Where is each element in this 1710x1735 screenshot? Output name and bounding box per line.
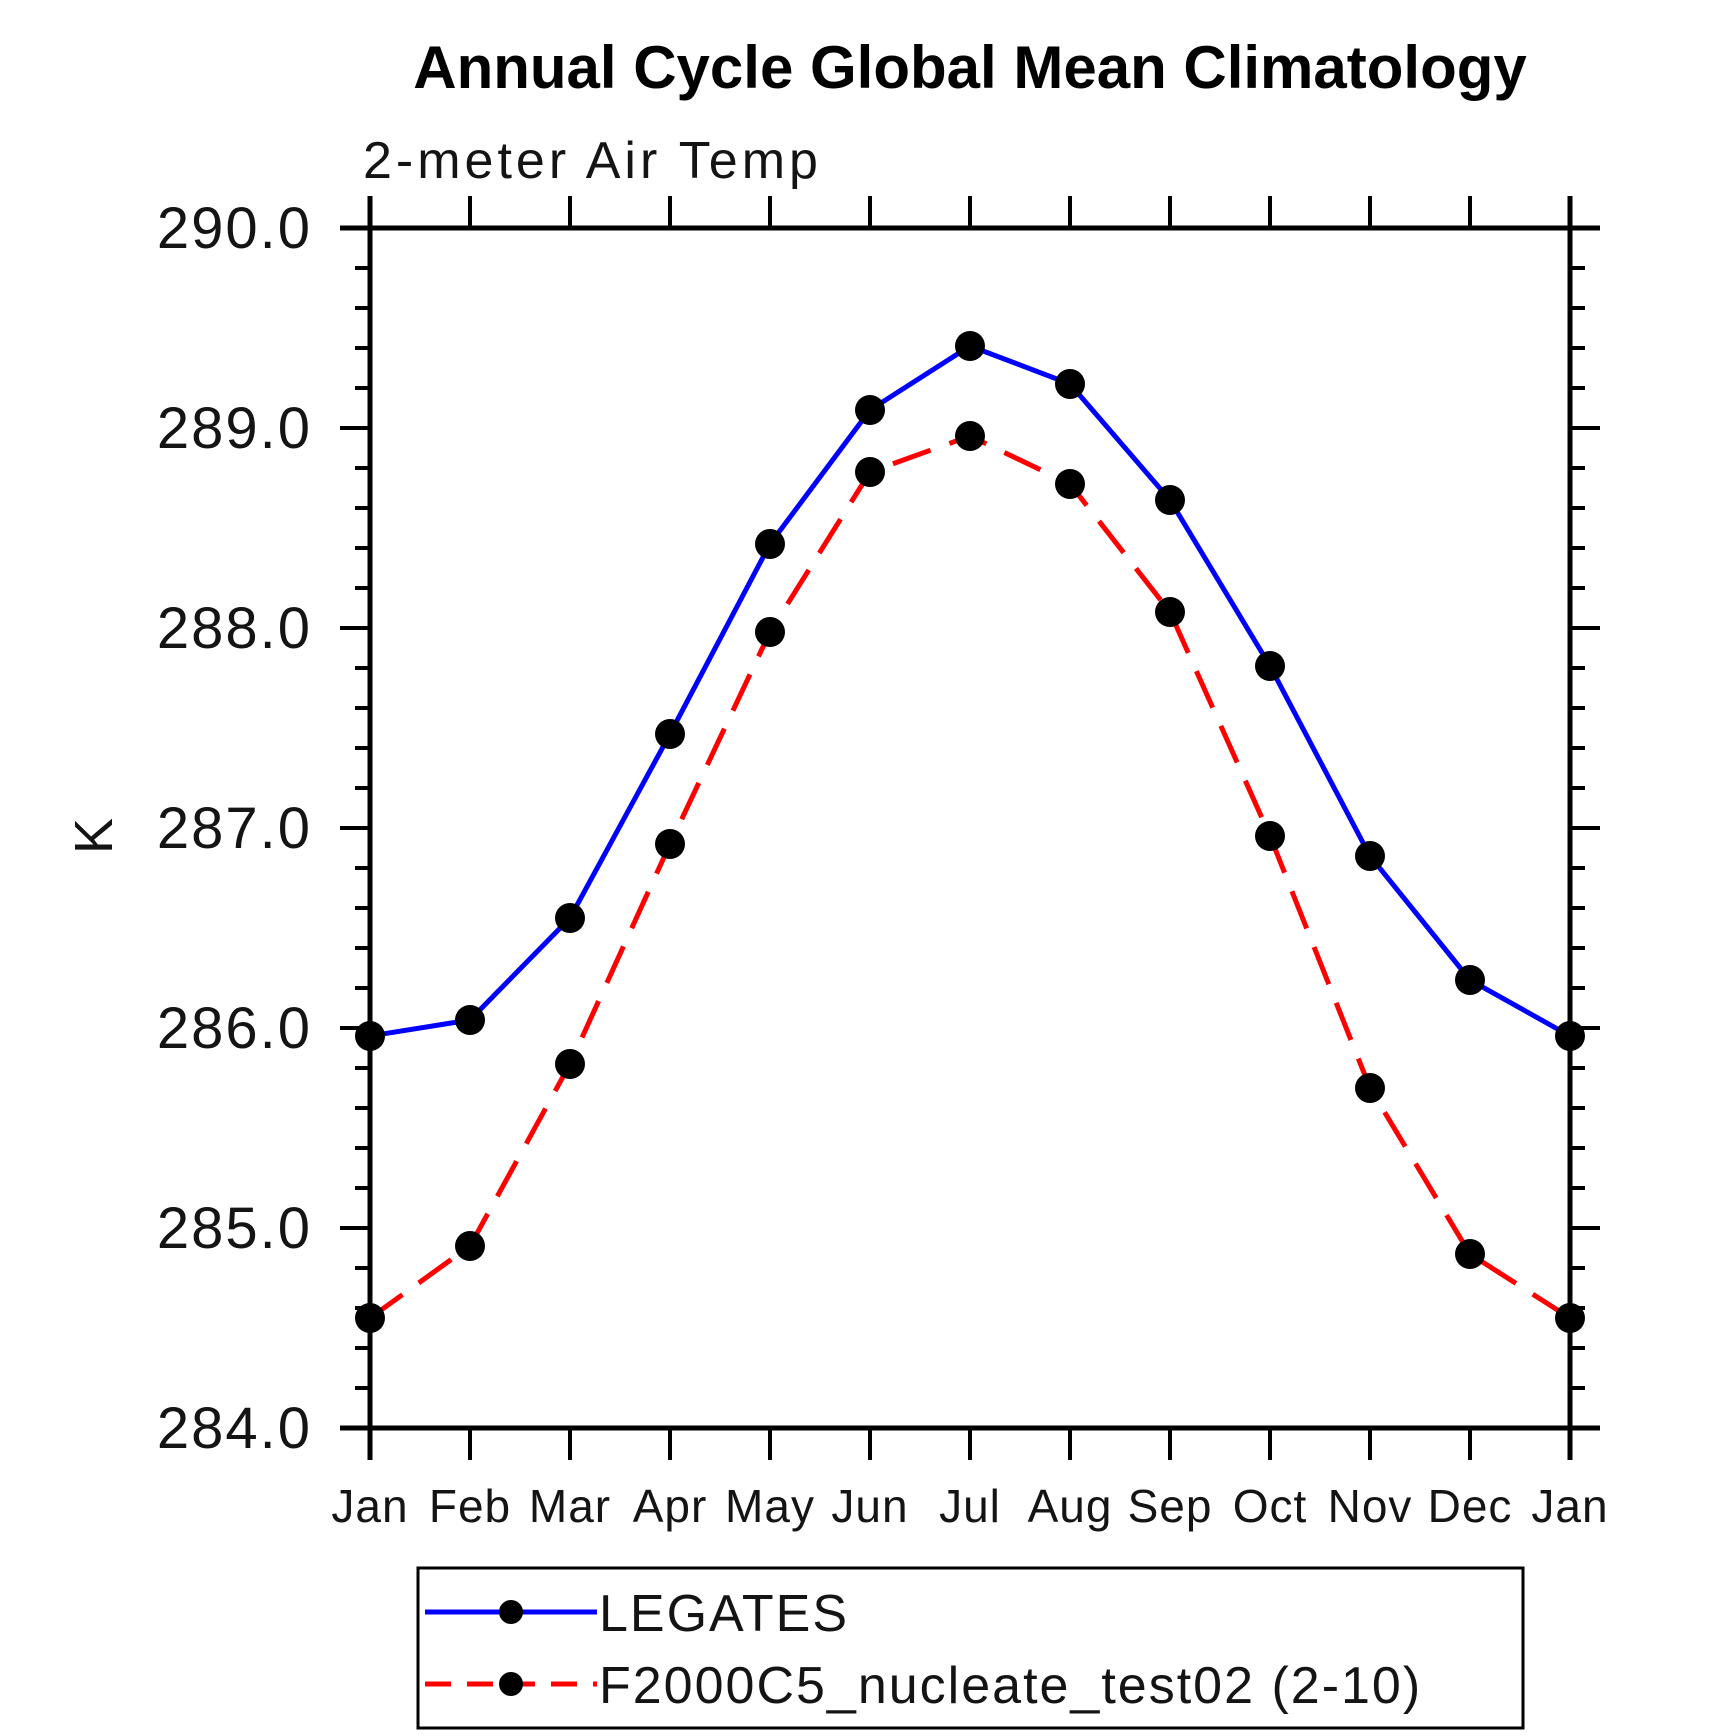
x-tick-label: Aug bbox=[1028, 1480, 1113, 1532]
x-tick-label: Jan bbox=[1531, 1480, 1608, 1532]
data-point-marker bbox=[855, 457, 885, 487]
data-point-marker bbox=[855, 395, 885, 425]
x-tick-label: Feb bbox=[429, 1480, 511, 1532]
legend-label-f2000c5: F2000C5_nucleate_test02 (2-10) bbox=[599, 1657, 1422, 1715]
data-point-marker bbox=[1055, 469, 1085, 499]
x-tick-label: May bbox=[725, 1480, 815, 1532]
data-point-marker bbox=[455, 1231, 485, 1261]
data-point-marker bbox=[355, 1303, 385, 1333]
x-tick-label: Oct bbox=[1233, 1480, 1308, 1532]
y-tick-label: 285.0 bbox=[157, 1196, 312, 1261]
data-point-marker bbox=[1555, 1021, 1585, 1051]
data-point-marker bbox=[955, 421, 985, 451]
x-tick-label: Jan bbox=[331, 1480, 408, 1532]
data-point-marker bbox=[355, 1021, 385, 1051]
data-point-marker bbox=[1455, 965, 1485, 995]
data-point-marker bbox=[1355, 1073, 1385, 1103]
x-tick-label: Nov bbox=[1328, 1480, 1413, 1532]
data-point-marker bbox=[555, 1049, 585, 1079]
x-tick-label: Sep bbox=[1128, 1480, 1213, 1532]
legend-marker-f2000c5 bbox=[499, 1672, 523, 1696]
x-tick-label: Jul bbox=[939, 1480, 1001, 1532]
x-tick-label: Apr bbox=[633, 1480, 708, 1532]
y-tick-label: 284.0 bbox=[157, 1396, 312, 1461]
data-point-marker bbox=[655, 719, 685, 749]
y-tick-label: 290.0 bbox=[157, 196, 312, 261]
legend: LEGATES F2000C5_nucleate_test02 (2-10) bbox=[416, 1566, 1525, 1730]
y-tick-label: 288.0 bbox=[157, 596, 312, 661]
data-point-marker bbox=[755, 529, 785, 559]
data-point-marker bbox=[1255, 651, 1285, 681]
data-point-marker bbox=[1155, 485, 1185, 515]
x-tick-label: Jun bbox=[831, 1480, 908, 1532]
data-point-marker bbox=[1255, 821, 1285, 851]
axes: 284.0 285.0 286.0 287.0 288.0 289.0 290.0 Jan Fe… bbox=[157, 196, 1608, 1532]
legend-box bbox=[416, 1566, 1525, 1730]
data-point-marker bbox=[1055, 369, 1085, 399]
data-point-marker bbox=[1155, 597, 1185, 627]
data-series bbox=[355, 331, 1585, 1333]
legend-marker-legates bbox=[499, 1600, 523, 1624]
x-tick-label: Mar bbox=[529, 1480, 611, 1532]
data-point-marker bbox=[955, 331, 985, 361]
data-point-marker bbox=[1455, 1239, 1485, 1269]
y-tick-label: 287.0 bbox=[157, 796, 312, 861]
y-tick-label: 289.0 bbox=[157, 396, 312, 461]
y-axis-title: K bbox=[64, 816, 124, 854]
x-tick-label: Dec bbox=[1428, 1480, 1513, 1532]
y-tick-label: 286.0 bbox=[157, 996, 312, 1061]
data-point-marker bbox=[555, 903, 585, 933]
chart-title: Annual Cycle Global Mean Climatology bbox=[413, 34, 1527, 101]
data-point-marker bbox=[455, 1005, 485, 1035]
chart-subtitle: 2-meter Air Temp bbox=[363, 132, 822, 190]
legend-label-legates: LEGATES bbox=[599, 1585, 849, 1643]
data-point-marker bbox=[1555, 1303, 1585, 1333]
data-point-marker bbox=[755, 617, 785, 647]
data-point-marker bbox=[1355, 841, 1385, 871]
data-point-marker bbox=[655, 829, 685, 859]
